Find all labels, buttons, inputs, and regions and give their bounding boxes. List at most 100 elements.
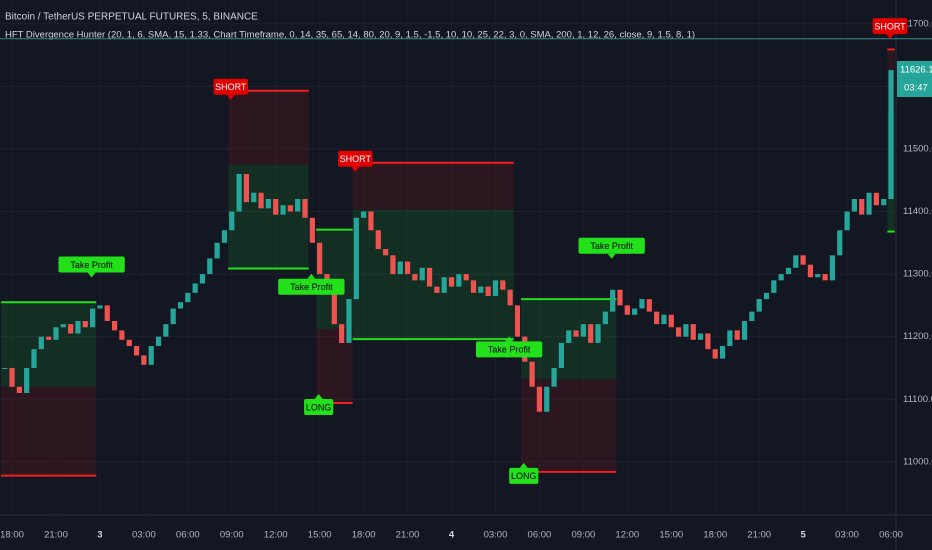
candle: [97, 305, 103, 309]
label-box: [58, 256, 125, 273]
candle: [456, 274, 462, 287]
candle: [463, 274, 469, 281]
candle: [690, 324, 696, 340]
signal-label: SHORT: [872, 18, 908, 40]
candle: [148, 346, 154, 365]
candle: [68, 324, 74, 334]
candle: [243, 173, 250, 203]
candle: [265, 198, 271, 209]
candle: [9, 367, 15, 387]
candle: [478, 286, 484, 293]
candle: [46, 336, 52, 340]
candle: [317, 242, 323, 275]
plot-area: [0, 23, 896, 477]
label-pointer: [505, 336, 514, 342]
candle: [434, 286, 440, 293]
x-tick-label: 06:00: [176, 530, 200, 541]
candle: [251, 192, 257, 203]
candle: [676, 327, 682, 337]
candle: [888, 70, 894, 199]
candle: [639, 299, 645, 309]
y-tick-label: 11300.00: [903, 269, 932, 280]
candle: [749, 311, 755, 322]
candle: [566, 330, 572, 343]
candle: [353, 217, 359, 300]
candle: [397, 261, 403, 275]
candle: [368, 211, 374, 231]
x-tick-label: 18:00: [0, 530, 24, 541]
candle: [632, 308, 638, 315]
candle: [624, 305, 630, 315]
candle: [536, 386, 543, 412]
indicator-params: HFT Divergence Hunter (20, 1, 6, SMA, 15…: [5, 30, 695, 41]
x-tick-label: 21:00: [747, 530, 771, 541]
x-tick-label: 3: [97, 530, 102, 541]
candle: [295, 198, 301, 212]
candle: [734, 330, 740, 340]
candle: [588, 324, 594, 343]
candle: [866, 192, 872, 215]
label-pointer: [87, 272, 96, 278]
y-tick-label: 11100.00: [903, 394, 932, 405]
candle: [104, 305, 110, 322]
candle: [500, 280, 506, 290]
loss-zone: [228, 90, 309, 165]
x-tick-label: 15:00: [308, 530, 332, 541]
signal-label: LONG: [509, 462, 539, 484]
candle: [38, 336, 44, 350]
countdown-box: [897, 78, 932, 97]
candle: [412, 274, 418, 281]
label-text: SHORT: [874, 21, 906, 31]
candle: [756, 299, 762, 312]
x-tick-label: 03:00: [484, 530, 508, 541]
y-tick-label: 11200.00: [903, 331, 932, 342]
candle: [558, 342, 564, 368]
last-price-label: 11626.19: [900, 64, 932, 75]
candle: [82, 321, 88, 328]
x-tick-label: 09:00: [571, 530, 595, 541]
label-box: [213, 78, 249, 95]
x-tick-label: 06:00: [528, 530, 552, 541]
candle: [851, 198, 857, 212]
candle: [31, 349, 37, 368]
candle: [529, 361, 535, 387]
candle: [207, 258, 213, 275]
candle: [163, 324, 169, 337]
candle: [580, 324, 586, 337]
x-tick-label: 18:00: [703, 530, 727, 541]
label-text: LONG: [511, 471, 537, 481]
candle: [111, 321, 118, 331]
candle: [177, 302, 184, 309]
candle: [53, 327, 59, 340]
candle: [741, 321, 748, 340]
candle: [273, 198, 279, 215]
candle: [16, 386, 22, 393]
x-tick-label: 12:00: [264, 530, 288, 541]
candle: [119, 330, 125, 340]
candle: [470, 280, 477, 293]
label-pointer: [886, 34, 895, 40]
candle: [793, 255, 799, 268]
candle: [375, 230, 381, 250]
label-pointer: [607, 253, 616, 259]
loss-zone: [521, 379, 617, 472]
y-tick-label: 11400.00: [903, 206, 932, 217]
candle: [192, 283, 198, 293]
candle: [221, 230, 228, 243]
candle: [309, 217, 315, 243]
y-tick-label: 11700.00: [903, 18, 932, 29]
candle: [441, 277, 447, 293]
loss-zone: [352, 162, 514, 210]
candle: [507, 289, 513, 306]
candle: [646, 299, 652, 312]
candle: [683, 324, 689, 337]
candle: [712, 349, 718, 359]
candle: [514, 305, 521, 337]
last-price-box: [897, 60, 932, 79]
candle: [90, 308, 96, 328]
candle: [346, 299, 352, 343]
label-box: [304, 398, 334, 415]
candle: [837, 230, 843, 256]
candle: [873, 192, 879, 206]
